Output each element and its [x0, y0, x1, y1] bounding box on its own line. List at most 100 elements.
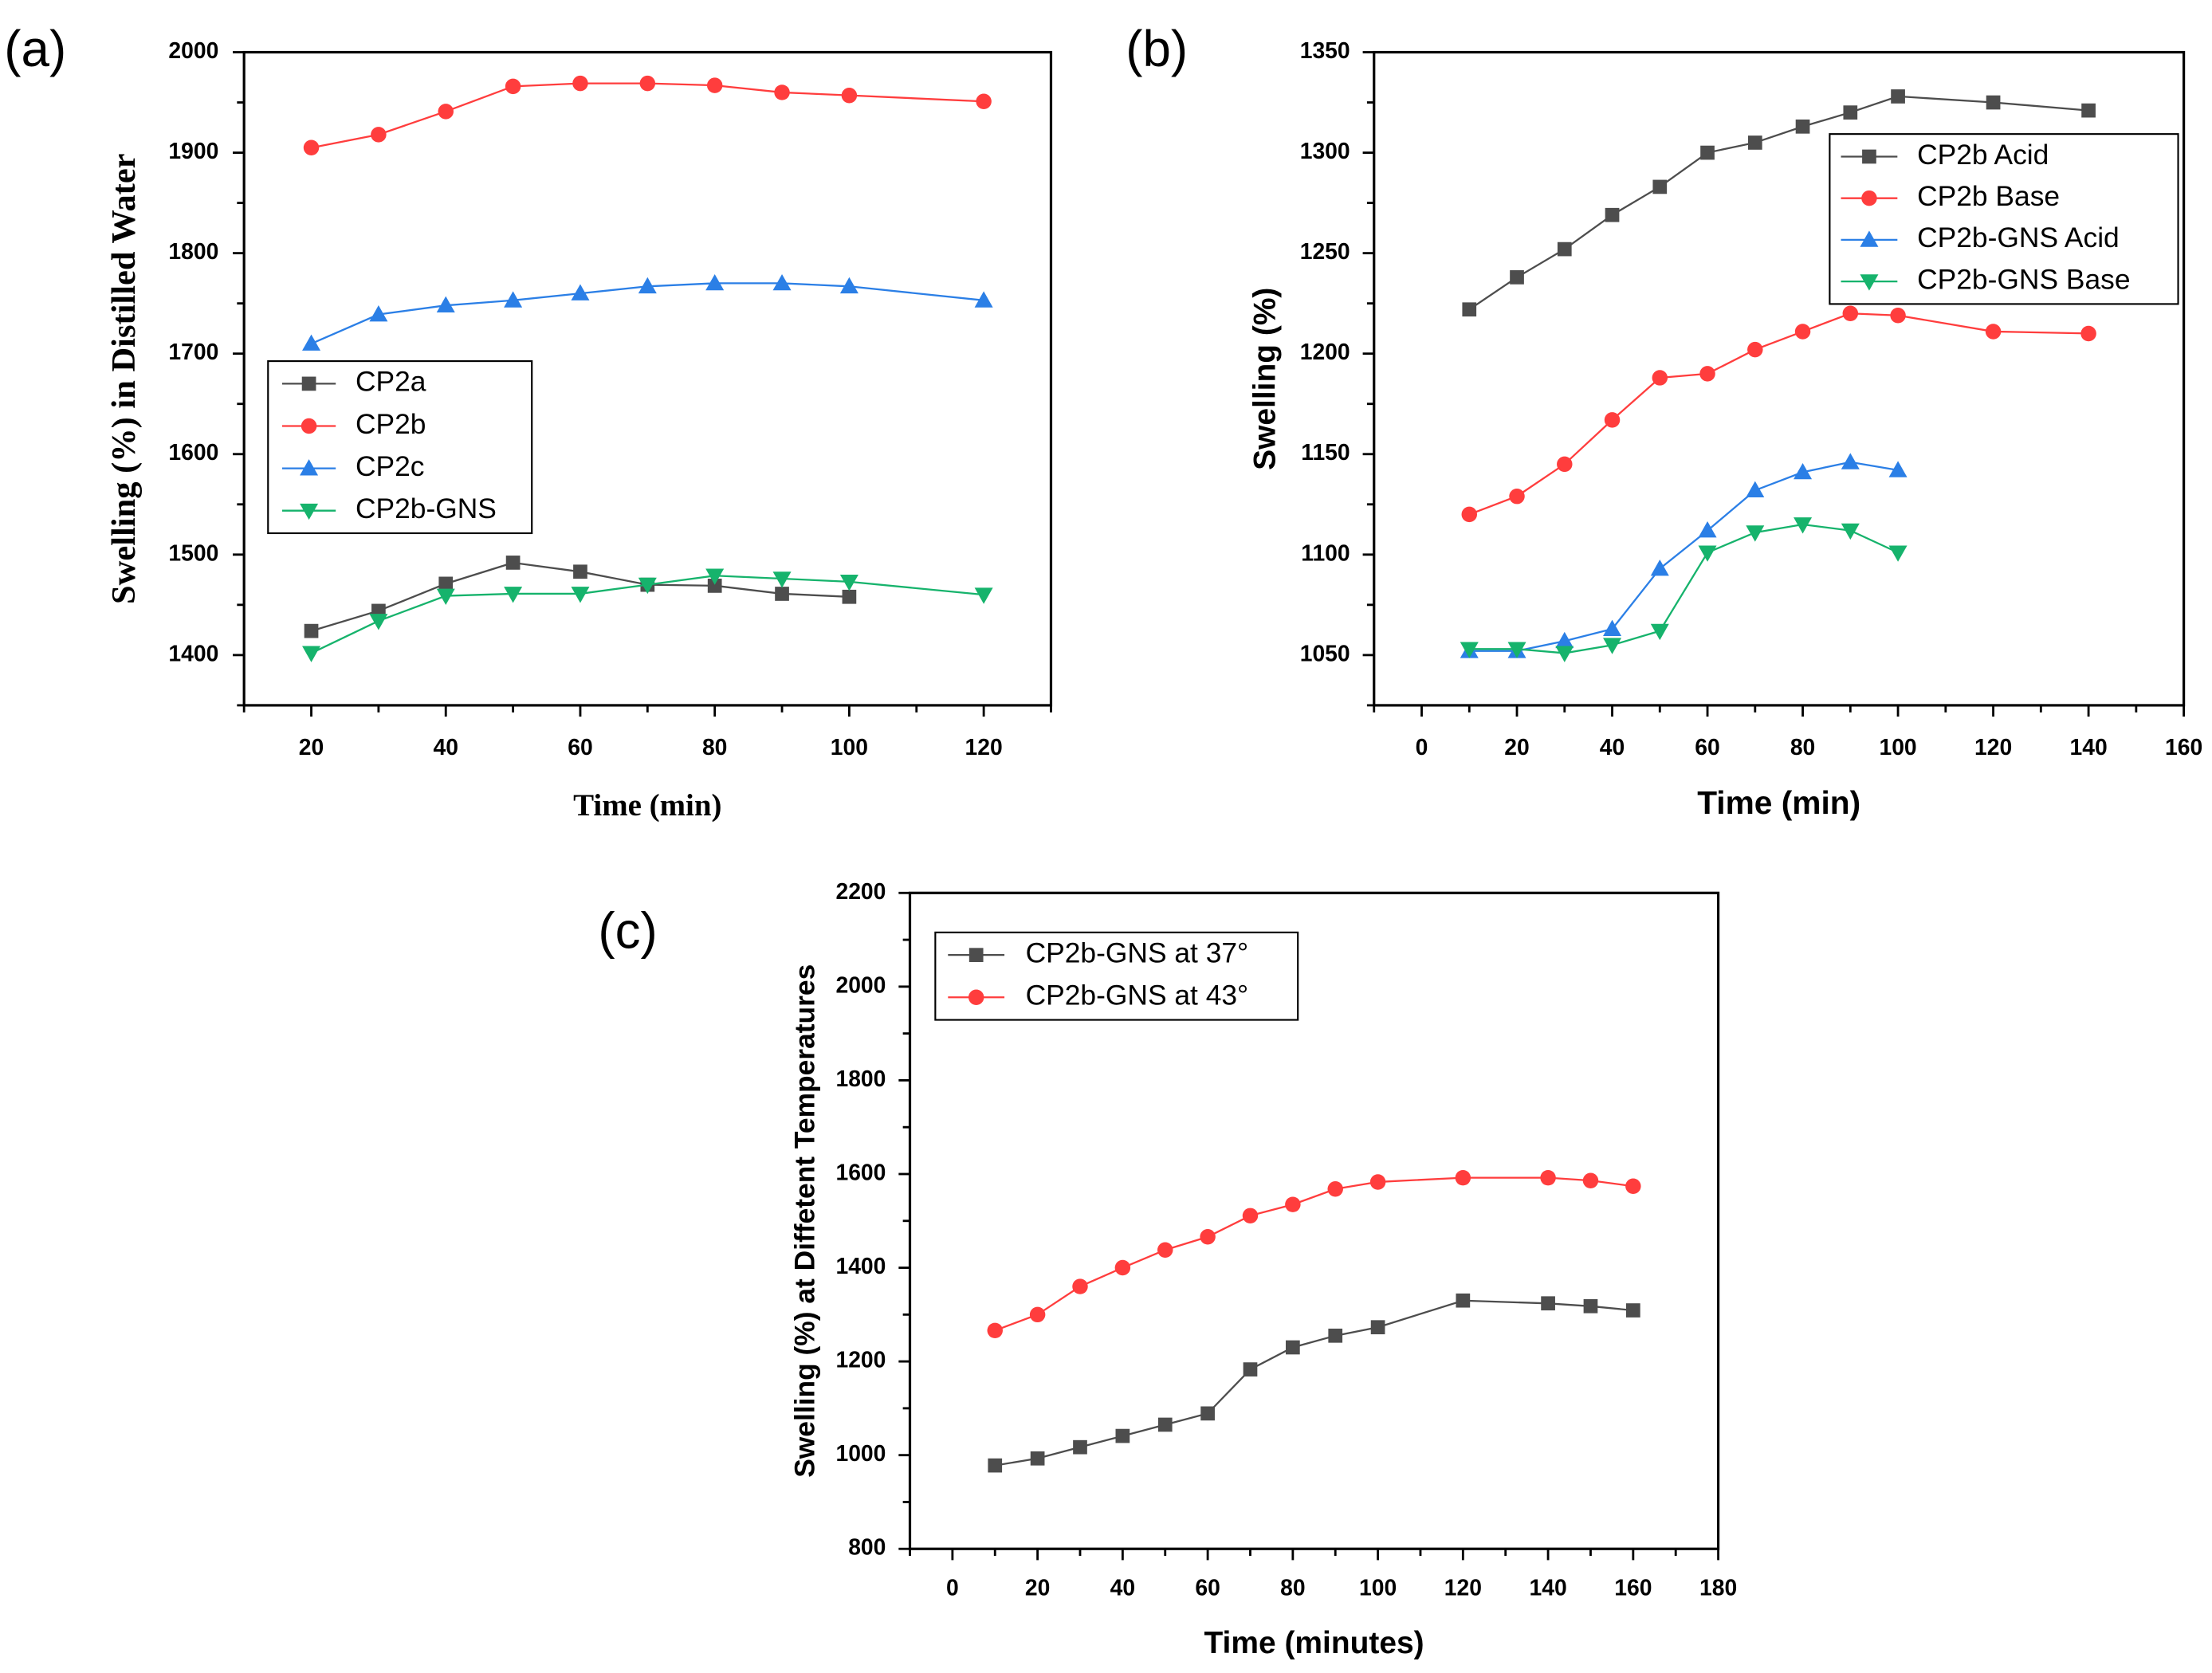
x-tick-label: 120	[965, 734, 1003, 760]
data-point-cp2b-gns-at-43deg	[1072, 1278, 1088, 1294]
data-point-cp2b-gns	[571, 587, 590, 603]
data-point-cp2c	[436, 296, 455, 313]
data-point-cp2b-base	[1747, 341, 1763, 358]
x-tick-label: 40	[1600, 734, 1625, 760]
data-point-cp2b-gns-at-37deg	[1115, 1428, 1130, 1443]
data-point-cp2b-base	[1509, 488, 1525, 505]
data-point-cp2b	[976, 93, 992, 110]
y-tick-label: 1200	[1300, 339, 1350, 364]
panel-label: (c)	[598, 901, 657, 959]
plot-frame	[908, 891, 1720, 1550]
x-tick-label: 100	[831, 734, 868, 760]
series-cp2b	[303, 75, 992, 156]
chart-a-swelling-distilled-water: (a) 20 40 60 80 100 120 1400 1500 1600 1700 1800 190…	[4, 20, 1053, 823]
legend-label: CP2b-GNS Base	[1917, 264, 2130, 295]
x-axis-label: Time (min)	[1697, 784, 1860, 821]
data-point-cp2b-gns-at-43deg	[1327, 1181, 1343, 1197]
legend-marker	[300, 459, 319, 476]
legend-box	[934, 931, 1299, 1021]
y-axis-label: Swelling (%)	[1248, 288, 1283, 470]
data-point-cp2b-gns-at-43deg	[1582, 1172, 1599, 1188]
legend-entry-cp2c: CP2c	[281, 451, 424, 482]
data-point-cp2a	[775, 587, 789, 601]
data-point-cp2a	[842, 589, 857, 604]
data-point-cp2c	[571, 284, 590, 300]
x-tick-label: 0	[946, 1575, 959, 1600]
legend-entry-cp2b-gns-base: CP2b-GNS Base	[1841, 264, 2131, 295]
data-point-cp2b-gns-at-37deg	[1200, 1406, 1215, 1421]
data-point-cp2b-acid	[1891, 89, 1905, 104]
y-tick-label: 1050	[1300, 640, 1350, 666]
x-tick-label: 160	[2165, 734, 2202, 760]
data-point-cp2b-gns-at-43deg	[1625, 1178, 1641, 1194]
data-point-cp2b-gns	[302, 646, 321, 662]
legend: CP2a CP2b CP2c CP2b-GNS	[267, 360, 533, 535]
data-point-cp2b-base	[1652, 370, 1668, 386]
series-line-cp2b-base	[1468, 312, 2089, 516]
chart-c-swelling-temperatures: (c) 0 20 40 60 80 100 120 140 160 180 800 1000 1200 14…	[598, 878, 1737, 1660]
legend-entry-cp2b-gns-at-37deg: CP2b-GNS at 37°	[948, 938, 1248, 969]
data-point-cp2b-gns-at-37deg	[1456, 1293, 1471, 1308]
plot-area	[1460, 89, 2096, 662]
data-point-cp2b-acid	[1843, 105, 1858, 120]
data-point-cp2b-gns	[504, 587, 523, 603]
data-point-cp2b	[706, 77, 723, 93]
legend-entry-cp2b-gns: CP2b-GNS	[281, 493, 497, 524]
plot-area	[987, 1169, 1641, 1473]
legend-entry-cp2b-acid: CP2b Acid	[1841, 139, 2049, 171]
data-point-cp2c	[974, 291, 993, 308]
plot-area	[302, 75, 993, 662]
series-cp2b-gns-at-43deg	[987, 1169, 1641, 1339]
x-tick-label: 120	[1444, 1575, 1482, 1600]
data-point-cp2b-gns-at-37deg	[1328, 1328, 1343, 1343]
y-tick-label: 1600	[835, 1159, 886, 1184]
data-point-cp2b	[505, 78, 521, 95]
data-point-cp2b-base	[1985, 324, 2002, 340]
y-tick-label: 1100	[1301, 540, 1350, 565]
series-cp2b-gns-acid	[1460, 453, 1908, 658]
x-tick-label: 100	[1879, 734, 1916, 760]
data-point-cp2b-acid	[1510, 270, 1524, 285]
legend-label: CP2b Base	[1917, 181, 2060, 212]
data-point-cp2b-gns	[974, 587, 993, 604]
data-point-cp2b-acid	[1652, 179, 1668, 194]
data-point-cp2b	[303, 139, 320, 156]
series-cp2b-gns-base	[1460, 517, 1908, 662]
series-cp2b-gns-at-37deg	[988, 1293, 1640, 1473]
legend-box	[1829, 133, 2179, 305]
x-tick-label: 60	[568, 734, 592, 760]
y-tick-label: 2000	[835, 972, 886, 997]
y-tick-label: 1700	[168, 339, 218, 364]
data-point-cp2a	[438, 576, 454, 591]
x-tick-label: 20	[1504, 734, 1529, 760]
data-point-cp2c	[504, 291, 523, 308]
series-line-cp2b	[311, 82, 984, 149]
x-tick-label: 100	[1359, 1575, 1397, 1600]
x-axis-label: Time (min)	[573, 788, 721, 823]
x-tick-label: 20	[1025, 1575, 1050, 1600]
data-point-cp2b-gns-at-43deg	[1114, 1259, 1131, 1276]
data-point-cp2b-gns-at-43deg	[1285, 1196, 1301, 1212]
y-tick-label: 2000	[168, 37, 218, 63]
data-point-cp2b	[774, 84, 790, 100]
data-point-cp2b-gns-acid	[1555, 631, 1574, 649]
data-point-cp2b-acid	[1986, 95, 2001, 110]
x-tick-label: 140	[2069, 734, 2107, 760]
data-point-cp2b-gns-at-37deg	[1370, 1320, 1385, 1335]
x-axis: 0 20 40 60 80 100 120 140 160 180	[909, 1549, 1737, 1600]
data-point-cp2b-gns-acid	[1841, 453, 1860, 469]
data-point-cp2c	[839, 277, 858, 294]
data-point-cp2b-gns-at-43deg	[1540, 1169, 1556, 1186]
data-point-cp2b-gns-base	[1888, 545, 1908, 562]
data-point-cp2b-base	[2080, 325, 2096, 342]
data-point-cp2b-gns	[705, 568, 725, 585]
plot-frame	[242, 50, 1053, 707]
y-tick-label: 1900	[168, 138, 218, 163]
legend-entry-cp2b-gns-acid: CP2b-GNS Acid	[1841, 222, 2120, 253]
y-axis: 800 1000 1200 1400 1600 1800 2000 2200	[835, 878, 910, 1560]
legend-marker	[968, 948, 984, 963]
x-axis: 20 40 60 80 100 120	[242, 705, 1052, 760]
x-tick-label: 180	[1699, 1575, 1737, 1600]
data-point-cp2b-gns-base	[1555, 646, 1574, 662]
